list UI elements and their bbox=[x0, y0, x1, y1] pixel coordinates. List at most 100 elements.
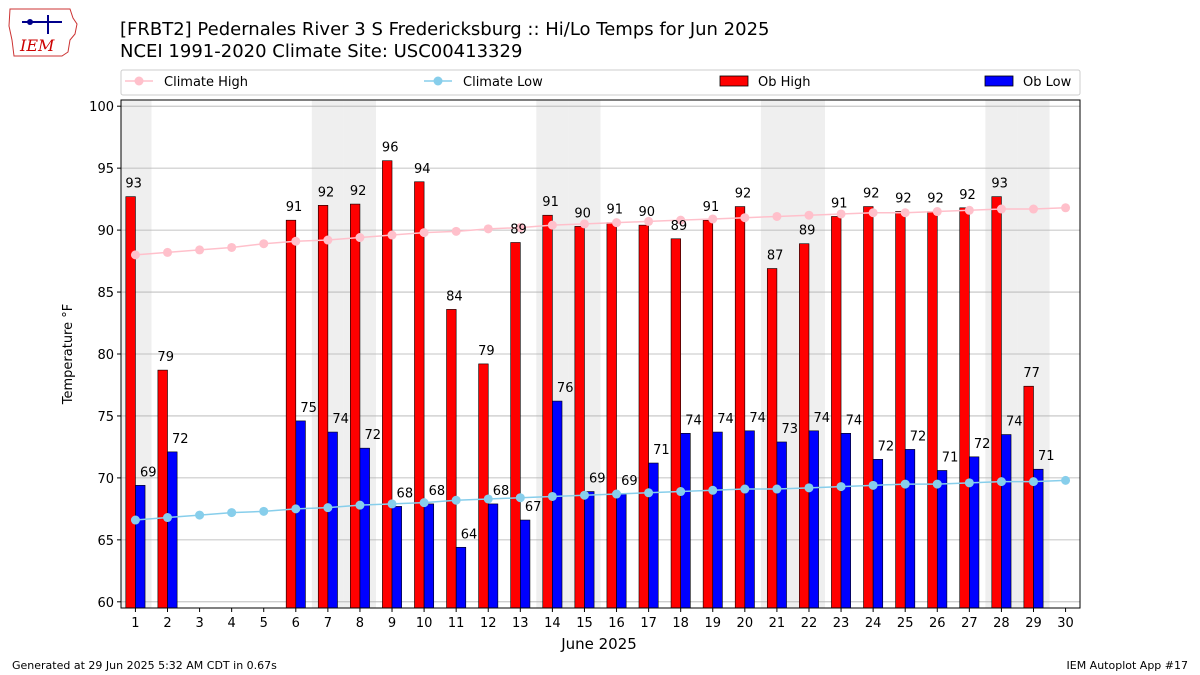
climate-high-point bbox=[515, 223, 525, 233]
climate-high-point bbox=[355, 233, 365, 243]
ob-high-data-label: 90 bbox=[574, 206, 591, 221]
climate-low-point bbox=[836, 482, 846, 492]
ob-high-data-label: 87 bbox=[767, 249, 784, 264]
climate-high-point bbox=[323, 235, 333, 245]
ob-high-bar bbox=[382, 160, 393, 609]
ob-high-data-label: 91 bbox=[606, 203, 623, 218]
plot-frame bbox=[120, 99, 1081, 609]
ob-high-data-label: 91 bbox=[703, 200, 720, 215]
ob-high-data-label: 91 bbox=[286, 200, 303, 215]
legend-item-ob-high: Ob High bbox=[719, 75, 811, 90]
x-tick-label: 24 bbox=[865, 616, 882, 631]
ob-high-bar bbox=[959, 207, 970, 609]
x-tick-label: 23 bbox=[833, 616, 850, 631]
climate-low-point bbox=[644, 488, 654, 498]
climate-high-point bbox=[868, 208, 878, 218]
ob-low-data-label: 74 bbox=[332, 412, 349, 427]
ob-low-bar bbox=[487, 503, 499, 609]
ob-low-data-label: 75 bbox=[300, 401, 317, 416]
ob-high-bar bbox=[638, 224, 649, 609]
climate-low-point bbox=[1028, 477, 1038, 487]
ob-low-data-label: 68 bbox=[493, 484, 510, 499]
logo-text: IEM bbox=[19, 36, 55, 55]
ob-low-data-label: 72 bbox=[364, 428, 381, 443]
ob-low-data-label: 74 bbox=[814, 411, 831, 426]
climate-low-point bbox=[227, 508, 237, 518]
ob-low-data-label: 71 bbox=[1038, 449, 1055, 464]
climate-low-point bbox=[676, 487, 686, 497]
ob-high-bar bbox=[157, 369, 168, 609]
ob-low-data-label: 64 bbox=[461, 527, 478, 542]
x-tick-label: 19 bbox=[704, 616, 721, 631]
ob-high-data-label: 84 bbox=[446, 289, 463, 304]
climate-low-point bbox=[708, 485, 718, 495]
climate-high-point bbox=[964, 205, 974, 215]
x-tick-label: 10 bbox=[416, 616, 433, 631]
y-tick-label: 80 bbox=[97, 348, 114, 363]
ob-low-bar bbox=[167, 451, 178, 609]
ob-high-bar bbox=[863, 206, 874, 609]
ob-low-bar bbox=[1001, 434, 1012, 609]
climate-high-point bbox=[130, 250, 140, 260]
x-tick-label: 21 bbox=[769, 616, 786, 631]
app-footer: IEM Autoplot App #17 bbox=[1066, 659, 1189, 672]
climate-high-point bbox=[932, 207, 942, 217]
x-tick-label: 4 bbox=[228, 616, 236, 631]
ob-high-bar bbox=[799, 243, 810, 609]
ob-low-data-label: 68 bbox=[397, 486, 414, 501]
chart-subtitle: NCEI 1991-2020 Climate Site: USC00413329 bbox=[120, 41, 522, 62]
ob-low-data-label: 74 bbox=[717, 412, 734, 427]
ob-high-data-label: 89 bbox=[510, 222, 527, 237]
ob-low-bar bbox=[648, 462, 659, 609]
legend: Climate High Climate Low Ob High Ob Low bbox=[120, 69, 1081, 96]
climate-high-point bbox=[163, 247, 173, 257]
ob-high-data-label: 77 bbox=[1023, 366, 1040, 381]
ob-low-data-label: 74 bbox=[846, 413, 863, 428]
climate-low-point bbox=[740, 484, 750, 494]
ob-high-data-label: 93 bbox=[125, 177, 142, 192]
climate-low-point bbox=[419, 498, 429, 508]
climate-low-point bbox=[355, 500, 365, 510]
climate-high-point bbox=[1061, 203, 1071, 213]
x-tick-label: 8 bbox=[356, 616, 364, 631]
x-tick-label: 2 bbox=[163, 616, 171, 631]
x-tick-label: 7 bbox=[324, 616, 332, 631]
ob-high-bar bbox=[285, 219, 297, 609]
y-tick-label: 85 bbox=[97, 286, 114, 301]
climate-low-point bbox=[291, 504, 301, 514]
ob-high-bar bbox=[574, 226, 585, 609]
climate-low-point bbox=[900, 479, 910, 489]
ob-high-bar bbox=[414, 181, 425, 609]
climate-low-point bbox=[515, 493, 525, 503]
x-tick-label: 27 bbox=[961, 616, 978, 631]
x-tick-label: 28 bbox=[993, 616, 1010, 631]
ob-low-data-label: 69 bbox=[621, 474, 638, 489]
ob-low-bar bbox=[423, 503, 435, 609]
climate-high-point bbox=[419, 228, 429, 238]
climate-low-point bbox=[612, 489, 622, 499]
ob-high-bar bbox=[317, 205, 329, 609]
bar-value-labels: 93 79 91 92 92 96 94 84 79 89 91 90 91 90 89 91 92 87 89 91… bbox=[125, 141, 1054, 543]
ob-low-data-label: 74 bbox=[749, 411, 766, 426]
iowa-state-outline-icon bbox=[8, 8, 78, 57]
ob-low-bar bbox=[744, 430, 755, 609]
climate-low-point bbox=[451, 495, 461, 505]
x-tick-label: 16 bbox=[608, 616, 625, 631]
ob-low-data-label: 71 bbox=[653, 443, 670, 458]
ob-low-bar bbox=[584, 491, 595, 609]
ob-low-bar bbox=[680, 432, 691, 609]
ob-high-bar bbox=[927, 211, 938, 609]
climate-low-point bbox=[483, 494, 493, 504]
ob-high-bar bbox=[350, 203, 361, 609]
x-axis-label: June 2025 bbox=[560, 635, 637, 653]
ob-low-bar bbox=[391, 506, 402, 609]
ob-low-bar bbox=[135, 485, 146, 609]
ob-low-bar bbox=[1033, 468, 1044, 609]
x-tick-label: 6 bbox=[292, 616, 300, 631]
climate-low-point bbox=[195, 510, 205, 520]
y-axis-label: Temperature °F bbox=[61, 304, 76, 405]
ob-low-bar bbox=[552, 400, 563, 609]
ob-high-bar bbox=[1023, 385, 1034, 609]
ob-low-bar bbox=[904, 449, 916, 609]
climate-lines bbox=[130, 203, 1071, 525]
